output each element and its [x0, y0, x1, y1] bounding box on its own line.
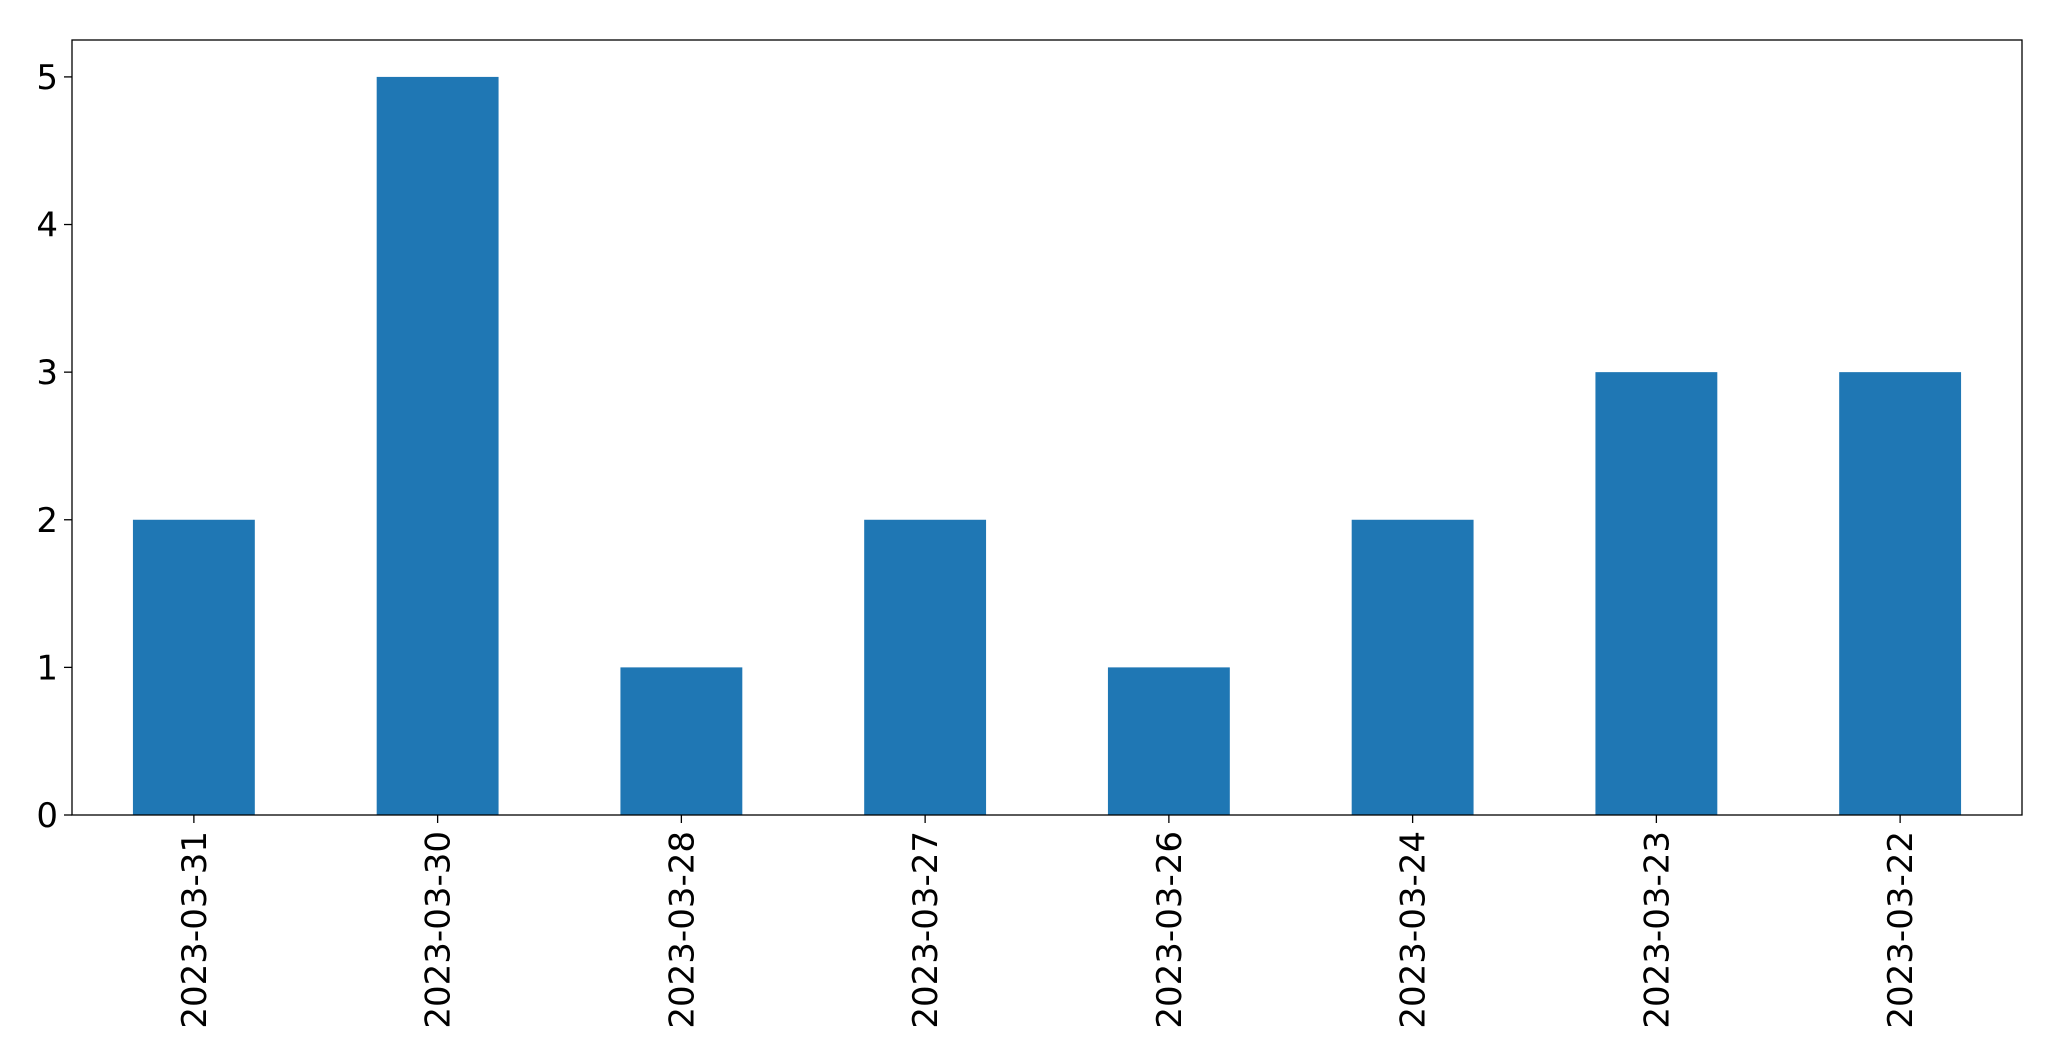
x-tick-label: 2023-03-24	[1394, 831, 1434, 1029]
bar-2023-03-30	[376, 76, 499, 815]
x-tick-label: 2023-03-28	[662, 831, 702, 1029]
bar-2023-03-28	[620, 667, 743, 815]
bar-2023-03-22	[1839, 372, 1962, 815]
y-axis-ticks: 0 1 2 3 4 5	[36, 58, 72, 836]
bar-2023-03-23	[1595, 372, 1718, 815]
bar-2023-03-31	[132, 519, 255, 815]
x-tick-label: 2023-03-22	[1881, 831, 1921, 1029]
x-tick-label: 2023-03-26	[1150, 831, 1190, 1029]
x-tick-label: 2023-03-27	[906, 831, 946, 1029]
x-tick-label: 2023-03-31	[175, 831, 215, 1029]
y-tick-label: 3	[36, 353, 58, 393]
y-tick-label: 2	[36, 501, 58, 541]
plot-frame	[71, 39, 2023, 816]
bar-2023-03-26	[1107, 667, 1230, 815]
y-tick-label: 4	[36, 206, 58, 246]
x-tick-label: 2023-03-30	[419, 831, 459, 1029]
bar-2023-03-27	[864, 519, 987, 815]
x-tick-label: 2023-03-23	[1637, 831, 1677, 1029]
bars-group	[132, 76, 1962, 815]
x-axis-ticks: 2023-03-31 2023-03-30 2023-03-28 2023-03-27…	[175, 815, 1921, 1029]
bar-2023-03-24	[1351, 519, 1474, 815]
y-tick-label: 5	[36, 58, 58, 98]
y-tick-label: 1	[36, 648, 58, 688]
y-tick-label: 0	[36, 796, 58, 836]
